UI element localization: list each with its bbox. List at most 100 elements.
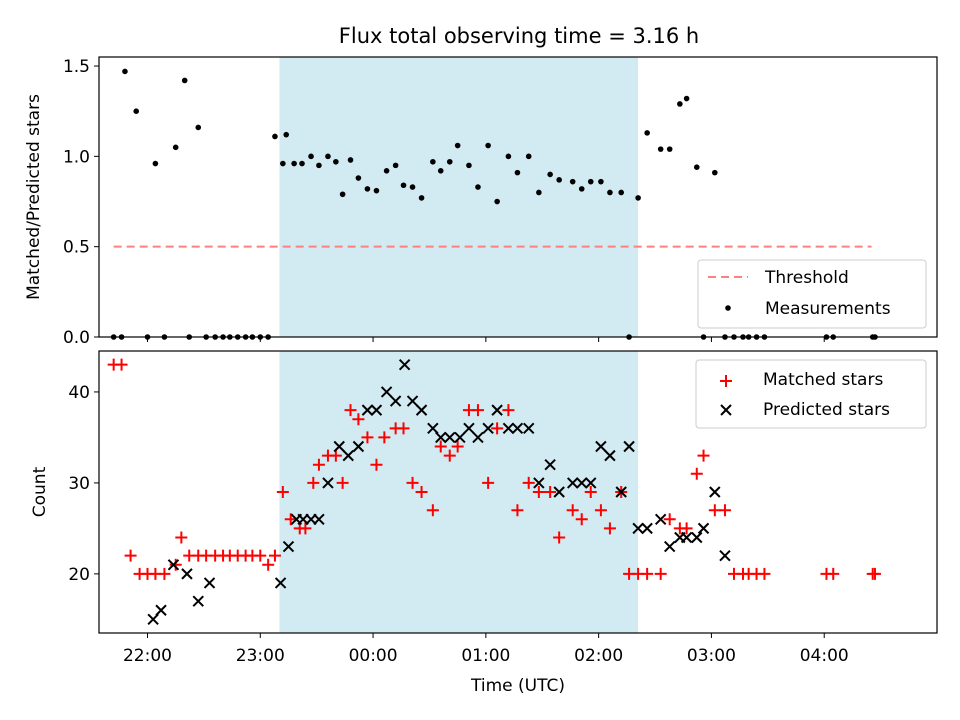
- measurement-point: [446, 158, 453, 165]
- matched-star-point: [553, 531, 566, 544]
- predicted-star-point: [282, 540, 295, 553]
- y-tick-label: 20: [68, 565, 90, 585]
- predicted-star-point: [719, 549, 731, 562]
- predicted-star-point: [181, 568, 193, 580]
- predicted-star-point: [632, 522, 644, 535]
- matched-star-point: [451, 440, 464, 453]
- predicted-star-point: [427, 422, 439, 435]
- measurement-point: [466, 162, 472, 169]
- measurement-point: [133, 108, 140, 114]
- matched-star-point: [584, 486, 597, 498]
- matched-star-point: [532, 486, 545, 498]
- predicted-star-point: [203, 577, 216, 589]
- matched-star-point: [511, 504, 524, 517]
- matched-star-point: [378, 431, 391, 444]
- matched-star-point: [268, 549, 281, 562]
- bottom-shaded-region: [279, 351, 639, 633]
- predicted-star-point: [454, 431, 466, 444]
- measurement-point: [644, 130, 650, 136]
- bottom-x-ticks: 22:00 23:00 00:00 01:00 02:00 03:00 04:00: [123, 633, 849, 666]
- predicted-star-point: [398, 358, 411, 371]
- top-legend-box: [697, 259, 927, 329]
- measurement-point: [291, 160, 297, 167]
- x-tick-label: 01:00: [461, 646, 510, 666]
- matched-star-point: [575, 513, 588, 526]
- x-tick-label: 02:00: [574, 646, 623, 666]
- measurement-point: [547, 171, 553, 178]
- predicted-star-point: [352, 440, 365, 453]
- predicted-star-point: [623, 440, 635, 453]
- predicted-star-point: [167, 559, 180, 571]
- measurement-point: [325, 153, 331, 160]
- predicted-star-point: [654, 513, 667, 525]
- measurement-point: [283, 131, 290, 138]
- matched-star-point: [641, 567, 654, 580]
- predicted-star-point: [380, 386, 393, 398]
- measurement-point: [657, 146, 664, 152]
- predicted-star-point: [155, 604, 167, 616]
- matched-star-point: [158, 567, 171, 580]
- matched-star-point: [169, 558, 182, 571]
- predicted-star-point: [697, 522, 710, 535]
- measurement-point: [195, 124, 202, 131]
- y-tick-label: 0.5: [63, 238, 90, 258]
- predicted-star-point: [361, 404, 374, 416]
- bottom-legend: Matched stars Predicted stars: [695, 359, 927, 429]
- measurement-point: [383, 168, 390, 174]
- predicted-star-point: [482, 422, 494, 435]
- top-plot-frame: [98, 56, 938, 338]
- predicted-star-point: [566, 477, 579, 489]
- matched-star-point: [329, 449, 342, 462]
- x-tick-label: 22:00: [123, 646, 172, 666]
- legend-measurements-swatch: [725, 305, 731, 311]
- measurement-point: [536, 189, 542, 196]
- measurement-point: [618, 189, 624, 196]
- matched-star-point: [370, 458, 383, 471]
- legend-predicted-swatch: [720, 404, 732, 416]
- predicted-star-point: [604, 449, 616, 462]
- matched-star-point: [307, 476, 320, 489]
- matched-star-point: [491, 422, 504, 435]
- matched-star-point: [434, 440, 447, 453]
- matched-star-point: [654, 567, 667, 580]
- matched-star-point: [175, 531, 188, 544]
- matched-star-point: [284, 513, 297, 526]
- measurement-point: [666, 146, 673, 152]
- measurement-point: [683, 95, 690, 102]
- measurement-point: [172, 144, 179, 151]
- measurement-point: [355, 175, 362, 181]
- top-y-axis-label: Matched/Predicted stars: [24, 94, 44, 300]
- matched-star-point: [522, 476, 535, 489]
- top-panel: 0.0 0.5 1.0 1.5 Matched/Predicted stars Thr…: [24, 56, 938, 348]
- measurement-point: [430, 158, 436, 165]
- predicted-star-point: [435, 431, 447, 444]
- predicted-star-point: [313, 513, 325, 525]
- top-x-ticks: [146, 337, 825, 342]
- measurement-point: [308, 153, 314, 160]
- measurement-point: [347, 157, 354, 163]
- bottom-y-ticks: 20 30 40: [68, 383, 99, 585]
- measurement-point: [494, 198, 500, 205]
- measurement-point: [373, 187, 380, 194]
- measurement-point: [475, 184, 481, 190]
- measurement-point: [607, 189, 613, 196]
- matched-star-point: [299, 522, 312, 535]
- predicted-star-point: [406, 395, 419, 407]
- measurement-point: [392, 162, 399, 169]
- predicted-star-point: [553, 486, 565, 498]
- legend-measurements-label: Measurements: [765, 299, 891, 319]
- top-y-ticks: 0.0 0.5 1.0 1.5: [63, 57, 99, 348]
- matched-star-point: [426, 504, 439, 517]
- predicted-star-point: [147, 613, 159, 626]
- predicted-star-point: [370, 404, 383, 416]
- measurement-point: [578, 186, 585, 192]
- matched-star-point: [443, 449, 456, 462]
- measurement-point: [122, 68, 128, 75]
- measurement-point: [514, 169, 521, 176]
- predicted-stars-points: [147, 358, 731, 626]
- y-tick-label: 30: [68, 474, 90, 494]
- matched-star-point: [262, 558, 275, 571]
- y-tick-label: 1.5: [63, 57, 90, 77]
- measurement-point: [418, 195, 425, 201]
- predicted-star-point: [691, 531, 703, 544]
